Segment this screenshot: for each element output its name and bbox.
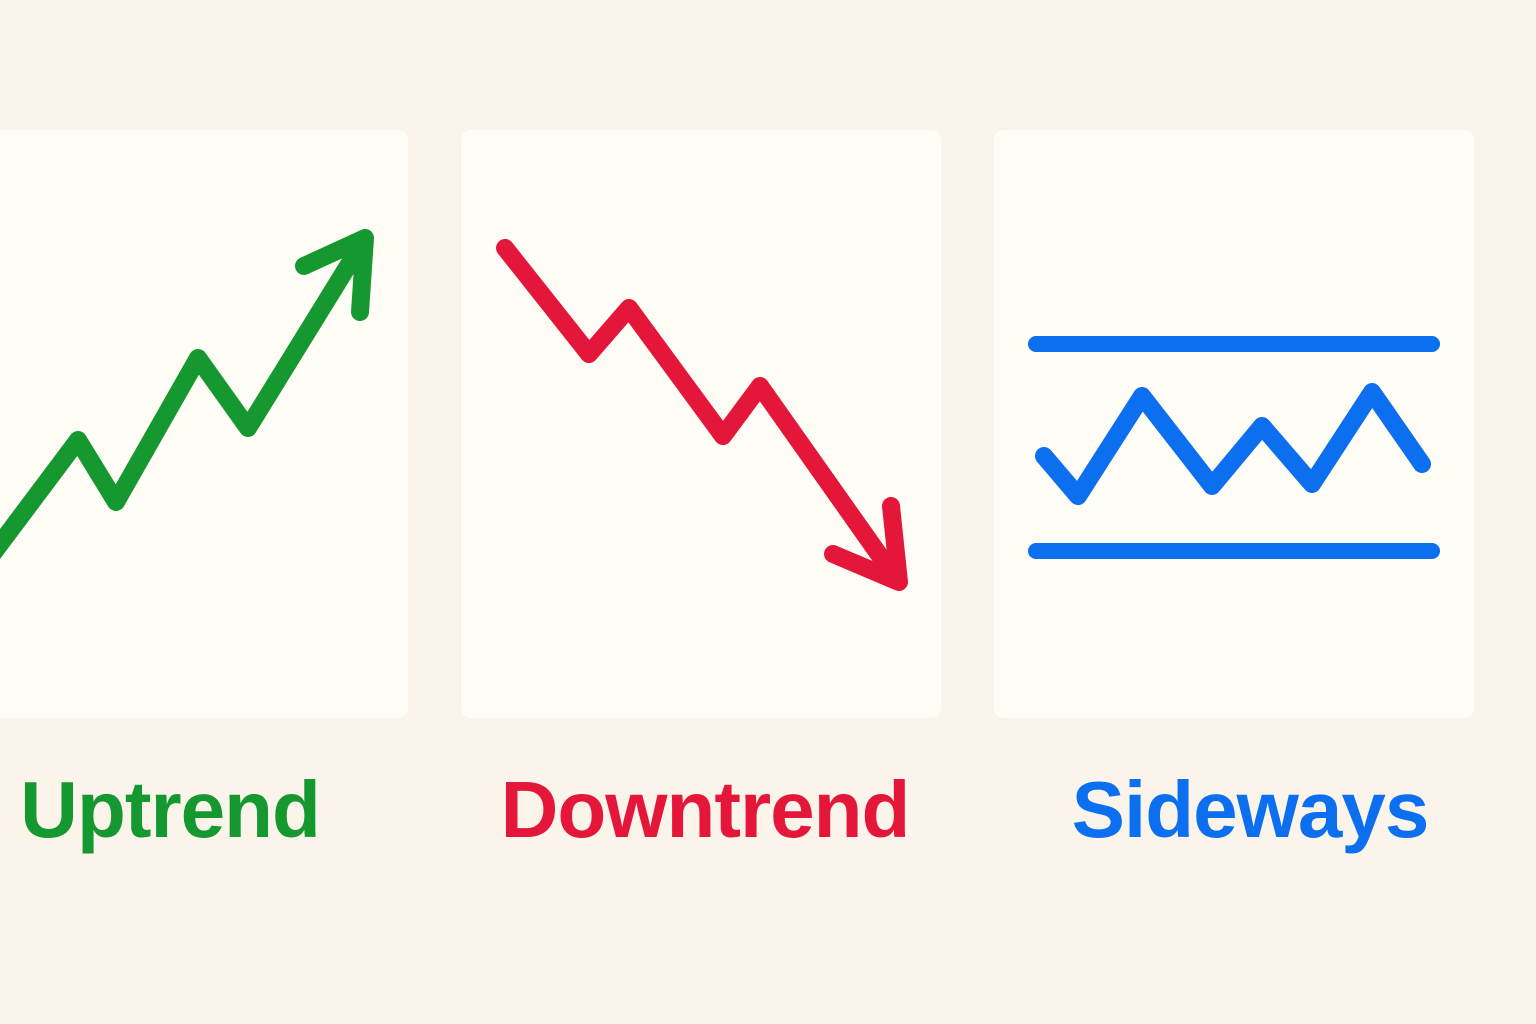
downtrend-arrowhead xyxy=(824,497,908,591)
downtrend-panel xyxy=(461,130,941,718)
range-bound-zigzag-icon xyxy=(1028,336,1440,559)
trend-up-arrow-icon xyxy=(0,229,374,559)
uptrend-panel xyxy=(0,130,408,718)
downtrend-label: Downtrend xyxy=(500,765,911,854)
uptrend-line xyxy=(0,231,373,559)
trend-down-arrow-icon xyxy=(496,239,908,591)
sideways-zigzag-line xyxy=(1035,383,1431,505)
sideways-panel xyxy=(994,130,1474,718)
uptrend-label: Uptrend xyxy=(20,765,321,854)
downtrend-line xyxy=(496,239,906,589)
sideways-label: Sideways xyxy=(1071,765,1430,854)
uptrend-arrowhead xyxy=(295,229,374,321)
